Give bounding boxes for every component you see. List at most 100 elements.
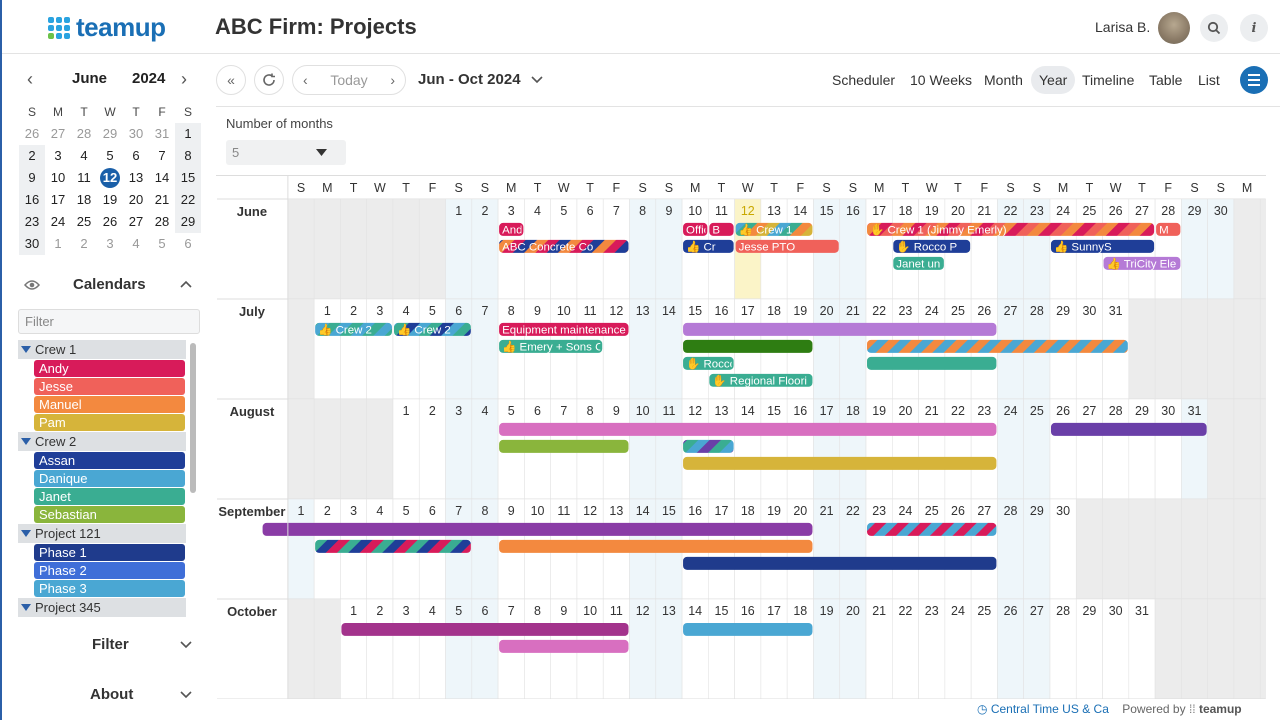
day-cell[interactable]	[839, 298, 867, 400]
day-number[interactable]: 8	[508, 304, 515, 318]
event-bar-shape[interactable]	[341, 622, 629, 636]
day-number[interactable]: 6	[429, 504, 436, 518]
day-number[interactable]: 18	[899, 204, 913, 218]
day-number[interactable]: 13	[609, 504, 623, 518]
mini-day[interactable]: 2	[80, 236, 88, 251]
day-number[interactable]: 14	[636, 504, 650, 518]
event-bar-shape[interactable]	[1050, 422, 1207, 436]
day-cell[interactable]	[655, 198, 683, 300]
event-bar[interactable]: Andy	[499, 222, 528, 236]
day-number[interactable]: 29	[1082, 604, 1096, 618]
day-number[interactable]: 1	[350, 604, 357, 618]
chevron-down-icon[interactable]	[180, 691, 192, 699]
calendar-item[interactable]: Phase 2	[34, 562, 185, 579]
day-number[interactable]: 14	[793, 204, 807, 218]
day-number[interactable]: 17	[820, 404, 834, 418]
event-bar[interactable]	[499, 439, 629, 453]
day-number[interactable]: 16	[715, 304, 729, 318]
day-number[interactable]: 9	[613, 404, 620, 418]
day-number[interactable]: 11	[584, 304, 597, 318]
number-of-months-select[interactable]: 5	[226, 140, 346, 165]
day-number[interactable]: 21	[846, 304, 860, 318]
day-cell[interactable]	[629, 598, 657, 699]
day-number[interactable]: 7	[560, 404, 567, 418]
day-number[interactable]: 1	[403, 404, 410, 418]
event-bar-shape[interactable]	[499, 639, 629, 653]
day-cell[interactable]	[655, 598, 683, 699]
day-cell[interactable]	[760, 398, 788, 500]
day-number[interactable]: 19	[767, 504, 781, 518]
day-cell[interactable]	[813, 298, 841, 400]
mini-day[interactable]: 26	[24, 126, 40, 141]
mini-prev-button[interactable]: ‹	[27, 69, 33, 90]
day-number[interactable]: 7	[613, 204, 620, 218]
day-number[interactable]: 24	[951, 604, 965, 618]
month-label[interactable]: August	[230, 404, 275, 419]
day-number[interactable]: 1	[324, 304, 331, 318]
event-bar[interactable]	[683, 439, 734, 453]
mini-day[interactable]: 28	[154, 214, 170, 229]
mini-day[interactable]: 3	[54, 148, 62, 163]
day-number[interactable]: 8	[639, 204, 646, 218]
event-bar[interactable]: B	[709, 222, 734, 236]
day-number[interactable]: 26	[1109, 204, 1123, 218]
day-number[interactable]: 3	[376, 304, 383, 318]
day-number[interactable]: 30	[1214, 204, 1228, 218]
day-number[interactable]: 12	[609, 304, 623, 318]
view-10-weeks[interactable]: 10 Weeks	[910, 72, 972, 88]
mini-year[interactable]: 2024	[132, 70, 166, 87]
day-number[interactable]: 29	[1135, 404, 1149, 418]
event-bar[interactable]: 👍 TriCity Ele	[1103, 256, 1181, 270]
event-bar[interactable]	[315, 539, 471, 553]
day-number[interactable]: 5	[403, 504, 410, 518]
day-number[interactable]: 7	[481, 304, 488, 318]
day-cell[interactable]	[340, 598, 368, 699]
day-number[interactable]: 6	[481, 604, 488, 618]
day-number[interactable]: 13	[662, 604, 676, 618]
mini-day[interactable]: 23	[19, 211, 45, 233]
day-number[interactable]: 20	[846, 604, 860, 618]
day-number[interactable]: 2	[481, 204, 488, 218]
event-bar[interactable]	[683, 339, 813, 353]
day-number[interactable]: 16	[793, 404, 807, 418]
day-cell[interactable]	[1181, 398, 1208, 500]
event-bar[interactable]: 👍 Crew 1	[735, 222, 813, 236]
view-scheduler[interactable]: Scheduler	[832, 72, 896, 88]
month-label[interactable]: June	[237, 204, 267, 219]
day-number[interactable]: 23	[977, 404, 991, 418]
chevron-down-icon[interactable]	[180, 641, 192, 649]
event-bar-shape[interactable]	[735, 222, 813, 236]
day-number[interactable]: 23	[872, 504, 886, 518]
day-number[interactable]: 21	[925, 404, 939, 418]
event-bar-shape[interactable]	[709, 373, 813, 387]
day-number[interactable]: 13	[636, 304, 650, 318]
mini-day[interactable]: 1	[54, 236, 62, 251]
event-bar-shape[interactable]	[683, 239, 734, 253]
day-number[interactable]: 31	[1135, 604, 1149, 618]
event-bar-shape[interactable]	[867, 339, 1128, 353]
day-number[interactable]: 27	[1004, 304, 1018, 318]
event-bar[interactable]	[867, 522, 997, 536]
day-number[interactable]: 2	[324, 504, 331, 518]
mini-day[interactable]: 27	[128, 214, 144, 229]
day-cell[interactable]	[786, 598, 814, 699]
event-bar-shape[interactable]	[735, 239, 839, 253]
day-cell[interactable]	[813, 498, 841, 600]
mini-day[interactable]: 22	[175, 189, 201, 211]
event-bar-shape[interactable]	[315, 539, 471, 553]
day-number[interactable]: 18	[846, 404, 860, 418]
day-number[interactable]: 17	[767, 604, 781, 618]
day-number[interactable]: 21	[872, 604, 886, 618]
calendar-list-scrollbar[interactable]	[190, 343, 196, 493]
day-number[interactable]: 25	[1082, 204, 1096, 218]
day-number[interactable]: 17	[741, 304, 755, 318]
day-number[interactable]: 28	[1030, 304, 1044, 318]
mini-day-today[interactable]: 12	[100, 168, 120, 188]
event-bar[interactable]	[499, 539, 813, 553]
next-button[interactable]: ›	[390, 72, 395, 88]
day-number[interactable]: 14	[741, 404, 755, 418]
day-cell[interactable]	[1207, 198, 1235, 300]
day-cell[interactable]	[944, 598, 972, 699]
day-number[interactable]: 31	[1188, 404, 1202, 418]
day-number[interactable]: 18	[741, 504, 755, 518]
